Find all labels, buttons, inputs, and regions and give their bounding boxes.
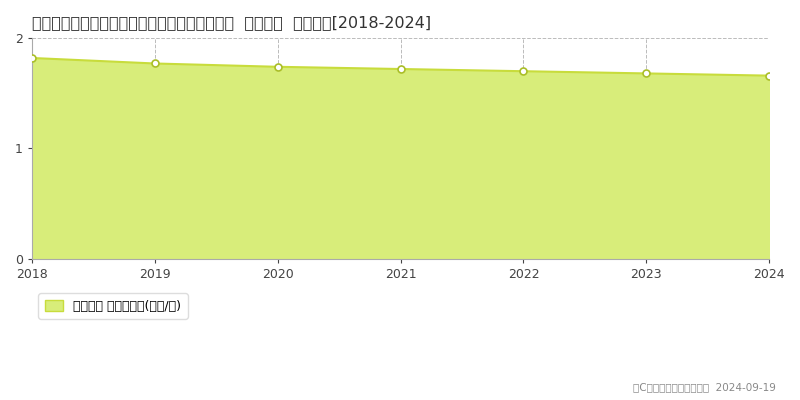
Legend: 基準地価 平均坪単価(万円/坪): 基準地価 平均坪単価(万円/坪) [38,293,187,319]
Text: 奈良県宇陀郡曽爾村大字伊賀見２２４０番１外  基準地価  地価推移[2018-2024]: 奈良県宇陀郡曽爾村大字伊賀見２２４０番１外 基準地価 地価推移[2018-202… [32,15,431,30]
Text: （C）土地価格ドットコム  2024-09-19: （C）土地価格ドットコム 2024-09-19 [633,382,776,392]
